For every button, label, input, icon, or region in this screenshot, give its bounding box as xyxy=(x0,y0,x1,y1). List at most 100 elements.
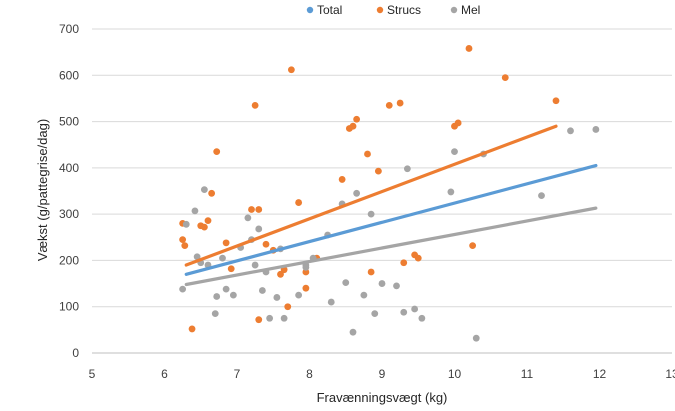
strucs-point xyxy=(204,217,212,225)
mel-legend-marker xyxy=(450,6,458,14)
strucs-point xyxy=(414,254,422,262)
mel-point xyxy=(295,291,303,299)
mel-point xyxy=(403,165,411,173)
mel-point xyxy=(472,334,480,342)
strucs-point xyxy=(251,101,259,109)
strucs-point xyxy=(287,66,295,74)
trendlines xyxy=(184,124,598,287)
strucs-point xyxy=(353,115,361,123)
strucs-point xyxy=(248,206,255,213)
total-legend-label: Total xyxy=(317,3,342,17)
strucs-point xyxy=(385,101,393,109)
strucs-point xyxy=(208,189,216,197)
strucs-point xyxy=(284,303,292,311)
mel-point xyxy=(451,148,458,156)
mel-point xyxy=(273,294,281,301)
strucs-point xyxy=(364,150,371,158)
mel-point xyxy=(179,285,187,293)
total-trendline xyxy=(184,163,598,276)
y-tick-label: 500 xyxy=(59,115,79,129)
y-tick-labels: 0 100 200 300 400 500 600 700 xyxy=(59,22,79,360)
mel-point xyxy=(213,293,221,300)
mel-point xyxy=(353,189,361,197)
strucs-point xyxy=(374,167,382,175)
strucs-point xyxy=(367,268,375,276)
mel-point xyxy=(222,285,230,293)
strucs-point xyxy=(188,325,196,333)
x-tick-label: 13 xyxy=(665,367,675,381)
strucs-point xyxy=(465,45,473,52)
x-tick-label: 8 xyxy=(306,367,313,381)
y-tick-label: 300 xyxy=(59,207,79,221)
strucs-point xyxy=(338,176,346,183)
mel-point xyxy=(211,310,219,318)
mel-point xyxy=(182,220,190,228)
mel-legend-label: Mel xyxy=(461,3,480,17)
x-tick-label: 7 xyxy=(234,367,241,381)
x-tick-label: 5 xyxy=(89,367,96,381)
strucs-legend-label: Strucs xyxy=(387,3,421,17)
y-tick-label: 700 xyxy=(59,22,79,36)
mel-point xyxy=(447,188,455,196)
mel-point xyxy=(367,210,375,218)
mel-point xyxy=(191,207,199,215)
mel-point xyxy=(567,127,574,135)
mel-point xyxy=(280,314,288,322)
y-tick-label: 100 xyxy=(59,300,79,314)
strucs-point xyxy=(213,148,221,156)
mel-point xyxy=(393,282,400,290)
y-tick-label: 400 xyxy=(59,161,79,175)
x-tick-labels: 5 6 7 8 9 10 11 12 13 xyxy=(89,367,675,381)
strucs-point xyxy=(349,122,357,130)
strucs-point xyxy=(227,265,235,273)
mel-point xyxy=(342,279,350,287)
mel-point xyxy=(200,186,208,194)
strucs-point xyxy=(179,236,187,244)
y-tick-label: 200 xyxy=(59,253,79,267)
x-tick-label: 10 xyxy=(448,367,462,381)
y-axis-title: Vækst (g/pattegrise/dag) xyxy=(35,119,50,261)
gridlines xyxy=(92,28,672,308)
mel-point xyxy=(302,263,310,271)
strucs-legend-marker xyxy=(376,6,384,14)
mel-point xyxy=(371,310,379,318)
strucs-point xyxy=(200,223,208,231)
strucs-point xyxy=(400,259,408,267)
strucs-point xyxy=(255,206,263,213)
x-axis-title: Fravænningsvægt (kg) xyxy=(317,390,448,405)
strucs-point xyxy=(501,74,509,81)
mel-point xyxy=(255,225,263,233)
mel-trendline xyxy=(184,206,598,287)
strucs-point xyxy=(469,242,477,250)
x-tick-label: 6 xyxy=(161,367,168,381)
mel-point xyxy=(244,214,252,222)
x-tick-label: 11 xyxy=(521,367,534,381)
mel-point xyxy=(219,254,226,262)
strucs-point xyxy=(277,270,284,278)
mel-point xyxy=(193,253,201,261)
strucs-point xyxy=(396,99,404,107)
mel-point xyxy=(592,126,600,133)
x-tick-label: 12 xyxy=(593,367,607,381)
mel-point xyxy=(258,287,266,294)
strucs-point xyxy=(454,119,462,127)
strucs-point xyxy=(255,316,263,324)
strucs-trendline xyxy=(184,124,558,267)
y-tick-label: 600 xyxy=(59,68,79,82)
mel-point xyxy=(378,280,386,287)
mel-point xyxy=(538,192,545,200)
mel-point xyxy=(327,298,335,306)
strucs-point xyxy=(552,97,560,105)
mel-point xyxy=(418,314,426,322)
strucs-point xyxy=(295,199,303,206)
mel-point xyxy=(411,305,419,313)
data-points xyxy=(179,45,600,342)
mel-point xyxy=(400,308,408,316)
mel-point xyxy=(349,328,357,336)
mel-point xyxy=(229,291,237,299)
mel-point xyxy=(360,291,368,299)
total-legend-marker xyxy=(306,6,314,14)
strucs-point xyxy=(302,284,310,292)
x-tick-label: 9 xyxy=(379,367,386,381)
